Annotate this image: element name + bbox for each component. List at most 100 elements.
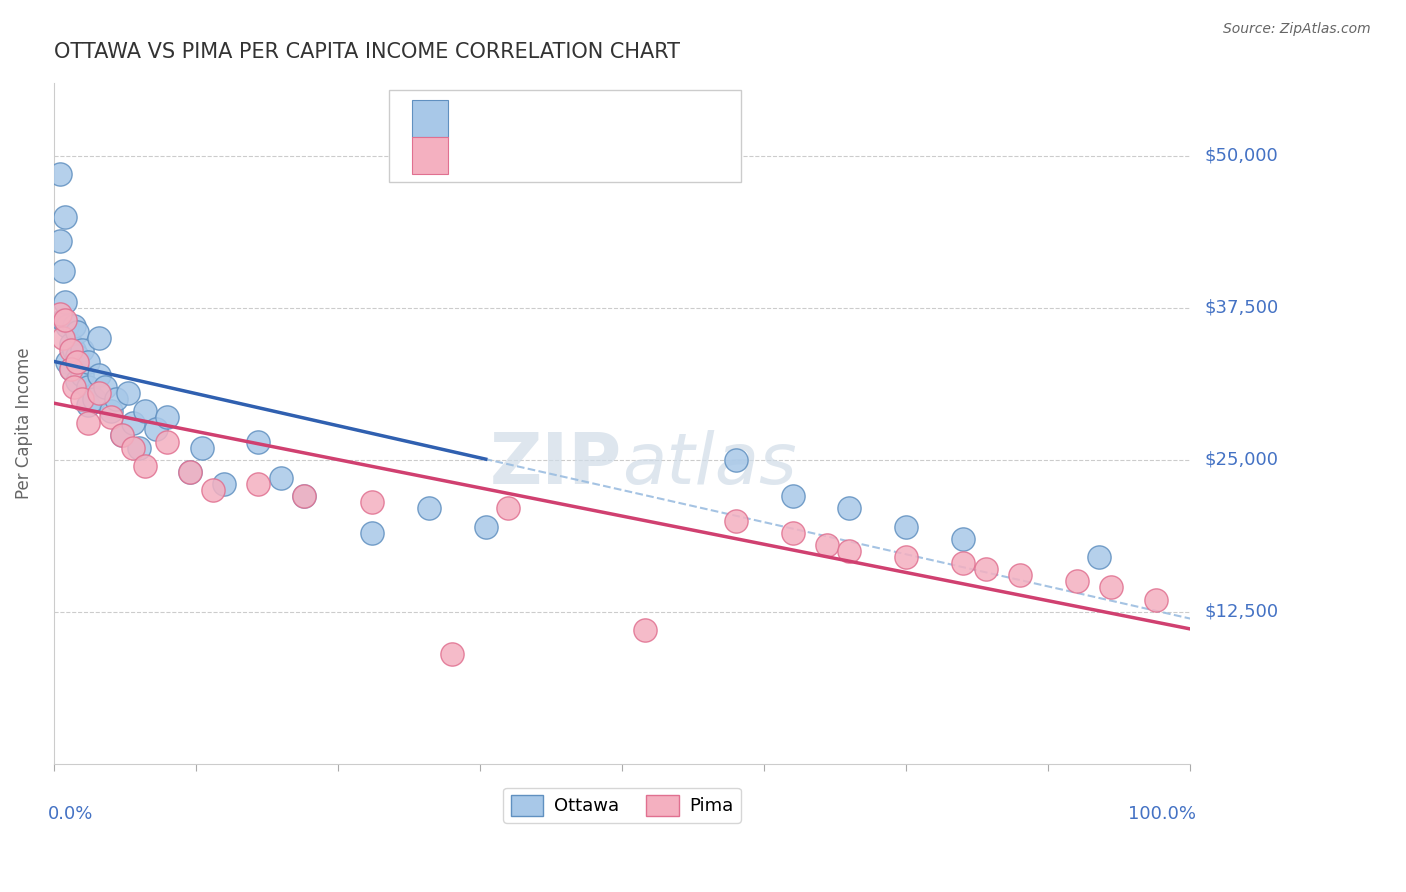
Point [952, 532, 974, 546]
Point [63, 343, 86, 358]
Point [59, 361, 82, 376]
Point [56, 318, 79, 333]
Text: 100.0%: 100.0% [1128, 805, 1197, 822]
Text: Source: ZipAtlas.com: Source: ZipAtlas.com [1223, 22, 1371, 37]
Text: OTTAWA VS PIMA PER CAPITA INCOME CORRELATION CHART: OTTAWA VS PIMA PER CAPITA INCOME CORRELA… [53, 42, 681, 62]
Text: N = 48: N = 48 [599, 110, 662, 128]
Point [53, 294, 76, 309]
Point [974, 562, 997, 576]
FancyBboxPatch shape [412, 100, 449, 136]
Point [77, 355, 100, 369]
Point [896, 519, 918, 533]
Point [1099, 581, 1122, 595]
Point [111, 428, 134, 442]
Point [52, 331, 75, 345]
Point [94, 380, 117, 394]
Point [100, 410, 122, 425]
Point [190, 441, 212, 455]
Text: ZIP: ZIP [489, 430, 621, 499]
Point [361, 525, 384, 540]
Point [122, 417, 145, 431]
Point [89, 368, 111, 382]
Point [634, 623, 657, 637]
Point [122, 441, 145, 455]
Point [134, 458, 156, 473]
Point [70, 343, 93, 358]
Text: $50,000: $50,000 [1205, 146, 1278, 165]
Point [65, 325, 87, 339]
FancyBboxPatch shape [412, 136, 449, 174]
Point [59, 337, 82, 351]
Point [63, 380, 86, 394]
Point [247, 434, 270, 449]
Point [179, 465, 201, 479]
Point [1008, 568, 1031, 582]
Point [838, 544, 860, 558]
Text: $12,500: $12,500 [1205, 603, 1278, 621]
Point [145, 422, 167, 436]
Legend: Ottawa, Pima: Ottawa, Pima [503, 788, 741, 823]
Point [201, 483, 224, 498]
Point [63, 318, 86, 333]
Point [65, 350, 87, 364]
Point [59, 361, 82, 376]
Point [1088, 550, 1111, 565]
Text: N = 34: N = 34 [599, 146, 662, 164]
Point [782, 525, 804, 540]
Point [111, 428, 134, 442]
Point [270, 471, 292, 485]
Text: $37,500: $37,500 [1205, 299, 1278, 317]
Point [52, 313, 75, 327]
Point [815, 538, 838, 552]
Point [83, 392, 105, 406]
Point [48, 234, 70, 248]
Point [70, 392, 93, 406]
Point [896, 550, 918, 565]
Point [361, 495, 384, 509]
Point [1066, 574, 1088, 589]
Point [214, 477, 236, 491]
Point [179, 465, 201, 479]
Text: R = -0.683: R = -0.683 [456, 146, 544, 164]
Point [292, 489, 315, 503]
Point [440, 648, 463, 662]
Point [782, 489, 804, 503]
Point [56, 355, 79, 369]
Point [724, 452, 747, 467]
Point [59, 343, 82, 358]
Y-axis label: Per Capita Income: Per Capita Income [15, 348, 32, 500]
Point [292, 489, 315, 503]
Point [48, 307, 70, 321]
Point [100, 404, 122, 418]
Text: $25,000: $25,000 [1205, 450, 1278, 469]
Point [89, 331, 111, 345]
Text: R = -0.094: R = -0.094 [456, 110, 544, 128]
Point [77, 398, 100, 412]
Point [65, 355, 87, 369]
Point [52, 264, 75, 278]
Text: atlas: atlas [621, 430, 797, 499]
Point [128, 441, 150, 455]
Point [134, 404, 156, 418]
Point [77, 380, 100, 394]
Point [89, 385, 111, 400]
Point [474, 519, 496, 533]
Point [105, 392, 128, 406]
Point [65, 374, 87, 388]
Point [156, 434, 179, 449]
Point [498, 501, 520, 516]
Text: 0.0%: 0.0% [48, 805, 94, 822]
Point [156, 410, 179, 425]
Point [53, 210, 76, 224]
Point [418, 501, 440, 516]
Point [724, 514, 747, 528]
Point [247, 477, 270, 491]
Point [952, 556, 974, 570]
Point [53, 313, 76, 327]
Point [1144, 592, 1167, 607]
Point [77, 417, 100, 431]
FancyBboxPatch shape [389, 89, 741, 181]
Point [70, 368, 93, 382]
Point [117, 385, 139, 400]
Point [48, 167, 70, 181]
